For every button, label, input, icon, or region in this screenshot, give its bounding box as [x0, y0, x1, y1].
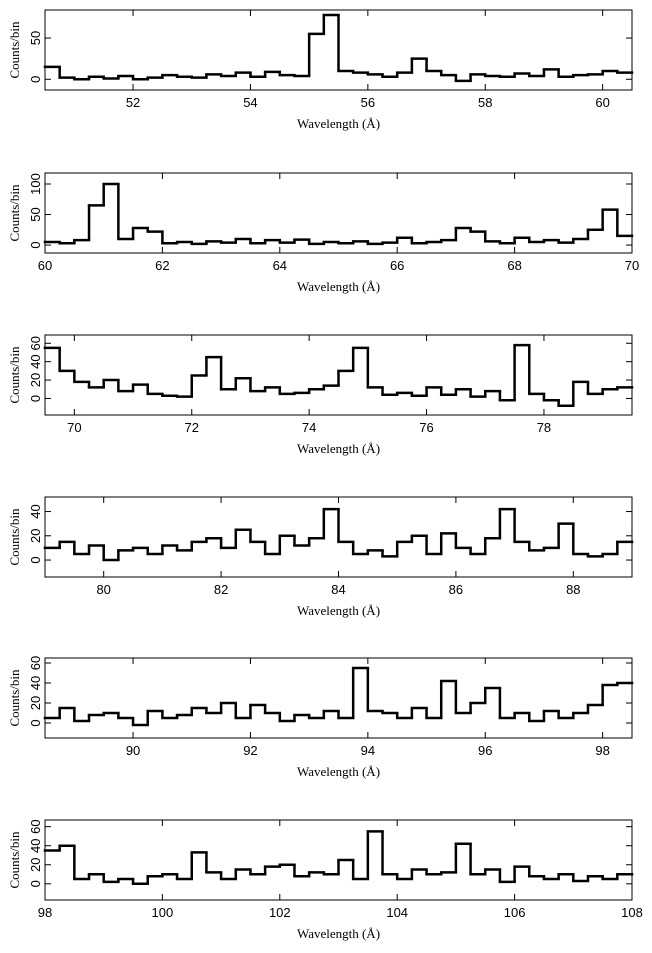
y-axis-label: Counts/bin	[7, 184, 22, 242]
y-tick-label: 20	[28, 529, 43, 543]
x-axis-label: Wavelength (Å)	[297, 441, 380, 456]
x-tick-label: 98	[595, 743, 609, 758]
x-tick-label: 64	[273, 258, 287, 273]
y-tick-label: 0	[28, 719, 43, 726]
y-axis-label: Counts/bin	[7, 831, 22, 889]
y-tick-label: 40	[28, 838, 43, 852]
y-tick-label: 40	[28, 354, 43, 368]
y-tick-label: 0	[28, 76, 43, 83]
x-tick-label: 108	[621, 905, 643, 920]
x-tick-label: 56	[361, 95, 375, 110]
y-axis-label: Counts/bin	[7, 508, 22, 566]
x-axis-label: Wavelength (Å)	[297, 764, 380, 779]
panel: 98 100 102 104 106 108 0 20 40 60 Wavelength (Å) Co…	[7, 819, 643, 941]
panel: 80 82 84 86 88 0 20 40 Wavelength (Å) Counts/bin	[7, 496, 634, 618]
x-tick-label: 60	[38, 258, 52, 273]
y-tick-label: 100	[28, 173, 43, 195]
y-tick-label: 0	[28, 880, 43, 887]
x-tick-label: 54	[243, 95, 257, 110]
y-tick-label: 60	[28, 819, 43, 833]
x-tick-label: 78	[537, 420, 551, 435]
x-axis-label: Wavelength (Å)	[297, 116, 380, 131]
panel: 52 54 56 58 60 0 50 Wavelength (Å) Counts/bin	[7, 9, 634, 131]
x-tick-label: 72	[185, 420, 199, 435]
x-tick-label: 82	[214, 582, 228, 597]
y-axis-label: Counts/bin	[7, 346, 22, 404]
panel: 70 72 74 76 78 0 20 40 60 Wavelength (Å) Counts/bi…	[7, 334, 634, 456]
x-tick-label: 86	[449, 582, 463, 597]
y-tick-label: 0	[28, 556, 43, 563]
x-tick-label: 88	[566, 582, 580, 597]
x-tick-label: 106	[504, 905, 526, 920]
y-axis-label: Counts/bin	[7, 669, 22, 727]
y-tick-label: 0	[28, 395, 43, 402]
x-tick-label: 52	[126, 95, 140, 110]
x-tick-label: 102	[269, 905, 291, 920]
y-tick-label: 60	[28, 336, 43, 350]
x-tick-label: 104	[386, 905, 408, 920]
x-tick-label: 70	[625, 258, 639, 273]
y-tick-label: 20	[28, 858, 43, 872]
y-tick-label: 50	[28, 207, 43, 221]
x-tick-label: 80	[96, 582, 110, 597]
y-tick-label: 40	[28, 676, 43, 690]
x-tick-label: 84	[331, 582, 345, 597]
x-tick-label: 58	[478, 95, 492, 110]
x-tick-label: 60	[595, 95, 609, 110]
x-tick-label: 98	[38, 905, 52, 920]
panel: 60 62 64 66 68 70 0 50 100 Wavelength (Å) Counts/b…	[7, 172, 639, 294]
x-tick-label: 76	[419, 420, 433, 435]
x-tick-label: 74	[302, 420, 316, 435]
x-axis-label: Wavelength (Å)	[297, 926, 380, 941]
plot-frame	[44, 172, 633, 254]
x-tick-label: 94	[361, 743, 375, 758]
x-tick-label: 68	[507, 258, 521, 273]
x-axis-label: Wavelength (Å)	[297, 603, 380, 618]
y-tick-label: 20	[28, 696, 43, 710]
x-tick-label: 70	[67, 420, 81, 435]
x-tick-label: 66	[390, 258, 404, 273]
x-tick-label: 92	[243, 743, 257, 758]
y-axis-label: Counts/bin	[7, 21, 22, 79]
y-tick-label: 20	[28, 373, 43, 387]
plot-frame	[44, 334, 633, 416]
plot-frame	[44, 9, 633, 91]
x-axis-label: Wavelength (Å)	[297, 279, 380, 294]
x-tick-label: 90	[126, 743, 140, 758]
y-tick-label: 60	[28, 656, 43, 670]
x-tick-label: 100	[152, 905, 174, 920]
plot-frame	[44, 819, 633, 901]
y-tick-label: 50	[28, 31, 43, 45]
y-tick-label: 0	[28, 241, 43, 248]
x-tick-label: 62	[155, 258, 169, 273]
plot-frame	[44, 657, 633, 739]
x-tick-label: 96	[478, 743, 492, 758]
panel: 90 92 94 96 98 0 20 40 60 Wavelength (Å) Counts/bi…	[7, 656, 634, 779]
y-tick-label: 40	[28, 504, 43, 518]
